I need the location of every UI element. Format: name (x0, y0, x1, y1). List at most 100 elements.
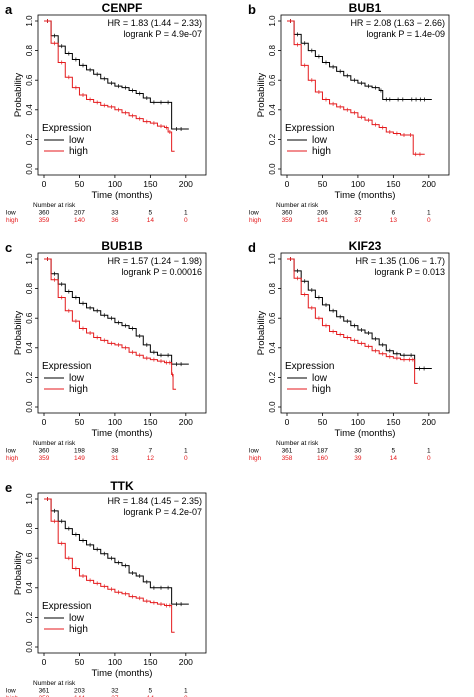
y-tick-label: 0.8 (25, 522, 34, 534)
y-tick-label: 0.6 (268, 74, 277, 86)
risk-table-header: Number at risk (33, 202, 76, 209)
risk-cell-low: 32 (354, 210, 362, 217)
y-tick-label: 0.8 (268, 282, 277, 294)
chart-title: KIF23 (349, 239, 382, 253)
legend-entry-low: low (312, 135, 328, 146)
y-tick-label: 0.4 (25, 342, 34, 354)
y-tick-label: 1.0 (25, 493, 34, 505)
risk-cell-low: 1 (184, 688, 188, 695)
legend-entry-high: high (312, 146, 331, 157)
series-line-high (287, 20, 425, 155)
y-tick-label: 0.8 (25, 282, 34, 294)
panel-e: e TTK HR = 1.84 (1.45 − 2.35)logrank P = 4… (5, 479, 207, 697)
risk-cell-high: 358 (282, 455, 293, 462)
risk-cell-low: 1 (184, 210, 188, 217)
chart-title: BUB1B (101, 239, 143, 253)
y-axis-label: Probability (13, 73, 24, 118)
legend-entry-low: low (69, 135, 85, 146)
legend-title: Expression (42, 361, 91, 372)
chart-title: CENPF (102, 1, 143, 15)
x-axis-label: Time (months) (335, 428, 396, 439)
x-tick-label: 0 (42, 179, 47, 189)
y-tick-label: 0.6 (25, 312, 34, 324)
risk-cell-low: 198 (74, 448, 85, 455)
risk-row-label-high: high (6, 695, 19, 697)
y-tick-label: 0.8 (25, 44, 34, 56)
plot-frame (37, 252, 207, 414)
x-tick-label: 0 (42, 417, 47, 427)
x-tick-label: 50 (75, 179, 85, 189)
risk-row-label-high: high (249, 455, 262, 462)
y-tick-label: 0.0 (268, 163, 277, 175)
risk-cell-high: 144 (74, 695, 85, 697)
x-tick-label: 50 (318, 417, 328, 427)
y-tick-label: 0.4 (25, 582, 34, 594)
x-tick-label: 100 (108, 417, 122, 427)
risk-cell-high: 14 (390, 455, 398, 462)
y-tick-label: 0.2 (268, 371, 277, 383)
legend-entry-low: low (69, 373, 85, 384)
risk-cell-high: 37 (111, 695, 119, 697)
x-tick-label: 50 (318, 179, 328, 189)
risk-cell-high: 0 (184, 695, 188, 697)
risk-cell-low: 5 (392, 448, 396, 455)
panel-letter: d (248, 240, 256, 255)
plot-frame (37, 14, 207, 176)
risk-row-label-low: low (249, 210, 259, 217)
x-tick-label: 100 (351, 417, 365, 427)
y-tick-label: 0.4 (268, 342, 277, 354)
x-tick-label: 150 (143, 417, 157, 427)
y-tick-label: 0.2 (25, 133, 34, 145)
y-tick-label: 0.0 (25, 163, 34, 175)
y-tick-label: 1.0 (25, 253, 34, 265)
risk-table-header: Number at risk (276, 202, 319, 209)
x-tick-label: 100 (108, 179, 122, 189)
risk-cell-high: 0 (427, 217, 431, 224)
x-axis-label: Time (months) (335, 190, 396, 201)
risk-cell-low: 1 (427, 448, 431, 455)
risk-table-header: Number at risk (276, 440, 319, 447)
y-axis-label: Probability (256, 311, 267, 356)
y-axis-label: Probability (13, 311, 24, 356)
legend-title: Expression (285, 123, 334, 134)
y-tick-label: 0.4 (25, 104, 34, 116)
series-line-low (287, 20, 432, 100)
y-tick-label: 1.0 (268, 15, 277, 27)
risk-row-label-low: low (6, 210, 16, 217)
risk-cell-high: 39 (354, 455, 362, 462)
risk-cell-high: 0 (184, 217, 188, 224)
y-tick-label: 0.4 (268, 104, 277, 116)
panel-letter: c (5, 240, 12, 255)
x-tick-label: 100 (108, 657, 122, 667)
x-tick-label: 200 (179, 179, 193, 189)
risk-cell-high: 36 (111, 217, 119, 224)
risk-cell-high: 0 (184, 455, 188, 462)
x-tick-label: 200 (179, 417, 193, 427)
risk-row-label-high: high (6, 217, 19, 224)
risk-cell-low: 32 (111, 688, 119, 695)
legend-entry-low: low (312, 373, 328, 384)
panel-letter: b (248, 2, 256, 17)
risk-cell-high: 12 (147, 455, 155, 462)
x-tick-label: 0 (285, 417, 290, 427)
risk-row-label-high: high (6, 455, 19, 462)
legend-entry-high: high (69, 624, 88, 635)
legend-entry-high: high (69, 146, 88, 157)
risk-cell-high: 359 (39, 455, 50, 462)
risk-cell-low: 361 (282, 448, 293, 455)
risk-cell-low: 203 (74, 688, 85, 695)
panel-letter: a (5, 2, 13, 17)
risk-cell-high: 140 (74, 217, 85, 224)
y-tick-label: 0.0 (268, 401, 277, 413)
logrank-annotation: logrank P = 1.4e-09 (366, 29, 445, 39)
hr-annotation: HR = 1.57 (1.24 − 1.98) (107, 256, 202, 266)
chart-title: BUB1 (349, 1, 382, 15)
risk-cell-high: 37 (354, 217, 362, 224)
risk-cell-high: 359 (39, 217, 50, 224)
risk-cell-low: 30 (354, 448, 362, 455)
y-tick-label: 0.0 (25, 401, 34, 413)
logrank-annotation: logrank P = 0.013 (374, 267, 445, 277)
risk-cell-low: 207 (74, 210, 85, 217)
risk-cell-high: 31 (111, 455, 119, 462)
